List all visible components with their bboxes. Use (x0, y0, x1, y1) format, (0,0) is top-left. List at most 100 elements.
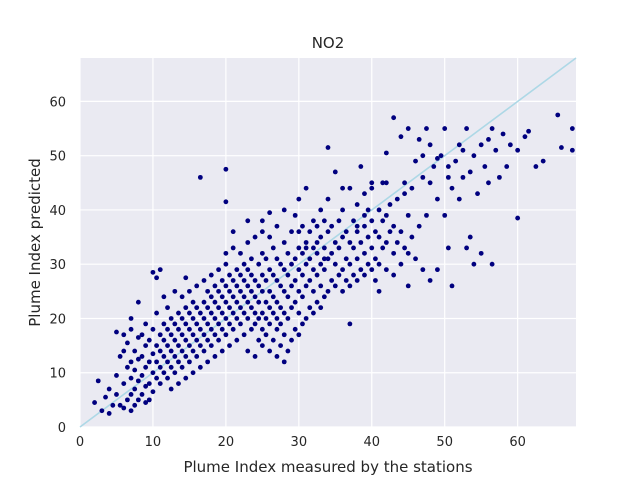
scatter-point (249, 288, 254, 294)
scatter-point (132, 367, 138, 373)
scatter-point (300, 321, 305, 327)
scatter-point (205, 305, 211, 311)
scatter-point (380, 180, 386, 186)
scatter-point (194, 283, 200, 289)
scatter-point (285, 294, 291, 300)
scatter-point (143, 383, 149, 389)
scatter-point (121, 332, 127, 338)
scatter-point (362, 191, 367, 197)
scatter-point (438, 153, 444, 159)
y-tick-label: 50 (49, 150, 66, 165)
scatter-point (176, 310, 181, 316)
scatter-point (278, 321, 283, 327)
scatter-point (497, 174, 502, 180)
y-tick-label: 30 (49, 258, 66, 273)
scatter-point (256, 283, 262, 289)
scatter-point (285, 272, 291, 278)
scatter-point (369, 185, 375, 191)
scatter-point (172, 370, 178, 376)
scatter-point (274, 326, 280, 332)
scatter-point (416, 223, 422, 229)
scatter-point (223, 250, 229, 256)
scatter-point (259, 310, 265, 316)
scatter-point (332, 261, 338, 267)
scatter-point (347, 240, 353, 245)
scatter-point (362, 250, 367, 256)
scatter-point (212, 354, 218, 359)
scatter-point (383, 240, 389, 245)
scatter-point (245, 240, 251, 245)
scatter-point (256, 261, 262, 267)
scatter-point (336, 272, 342, 278)
scatter-point (146, 397, 152, 403)
scatter-point (103, 394, 108, 400)
scatter-point (234, 267, 240, 273)
scatter-point (413, 158, 418, 164)
scatter-point (139, 354, 145, 359)
scatter-point (387, 229, 393, 235)
scatter-point (194, 337, 200, 343)
scatter-point (135, 299, 141, 305)
scatter-point (340, 185, 345, 191)
scatter-point (267, 210, 273, 216)
scatter-point (318, 261, 324, 267)
scatter-point (168, 364, 174, 370)
scatter-point (343, 256, 349, 262)
scatter-point (114, 373, 119, 378)
scatter-point (110, 402, 116, 408)
x-tick-label: 0 (76, 435, 84, 450)
scatter-point (150, 351, 156, 357)
scatter-point (270, 294, 276, 300)
scatter-point (311, 218, 316, 224)
scatter-point (311, 267, 316, 273)
scatter-point (187, 310, 192, 316)
scatter-point (234, 316, 240, 321)
scatter-point (139, 373, 145, 378)
scatter-point (245, 348, 251, 354)
scatter-point (303, 240, 309, 245)
scatter-point (227, 321, 232, 327)
scatter-point (325, 145, 331, 150)
scatter-point (329, 223, 335, 229)
scatter-point (340, 207, 345, 213)
scatter-point (289, 283, 294, 289)
x-tick-label: 10 (145, 435, 162, 450)
scatter-point (303, 316, 309, 321)
y-tick-label: 60 (49, 95, 66, 110)
scatter-point (471, 261, 477, 267)
scatter-point (128, 408, 134, 414)
scatter-point (391, 272, 397, 278)
scatter-point (486, 136, 491, 142)
scatter-point (332, 283, 338, 289)
scatter-point (515, 147, 521, 153)
scatter-point (230, 294, 236, 300)
scatter-point (467, 169, 473, 175)
scatter-point (383, 180, 389, 186)
scatter-point (256, 299, 262, 305)
scatter-point (336, 218, 342, 224)
scatter-point (318, 305, 324, 311)
scatter-point (362, 212, 367, 218)
scatter-point (267, 348, 273, 354)
scatter-point (394, 196, 400, 202)
x-tick-label: 50 (436, 435, 453, 450)
scatter-point (369, 245, 375, 251)
scatter-point (245, 283, 251, 289)
scatter-point (183, 375, 189, 381)
scatter-point (161, 294, 167, 300)
scatter-point (249, 326, 254, 332)
scatter-point (234, 299, 240, 305)
scatter-point (194, 321, 200, 327)
scatter-point (197, 326, 203, 332)
scatter-point (391, 223, 397, 229)
scatter-point (208, 343, 214, 349)
scatter-point (347, 283, 353, 289)
scatter-point (278, 343, 283, 349)
x-tick-label: 40 (363, 435, 380, 450)
scatter-point (343, 278, 349, 283)
scatter-point (347, 261, 353, 267)
scatter-point (223, 299, 229, 305)
scatter-point (150, 269, 156, 275)
scatter-point (99, 408, 105, 414)
